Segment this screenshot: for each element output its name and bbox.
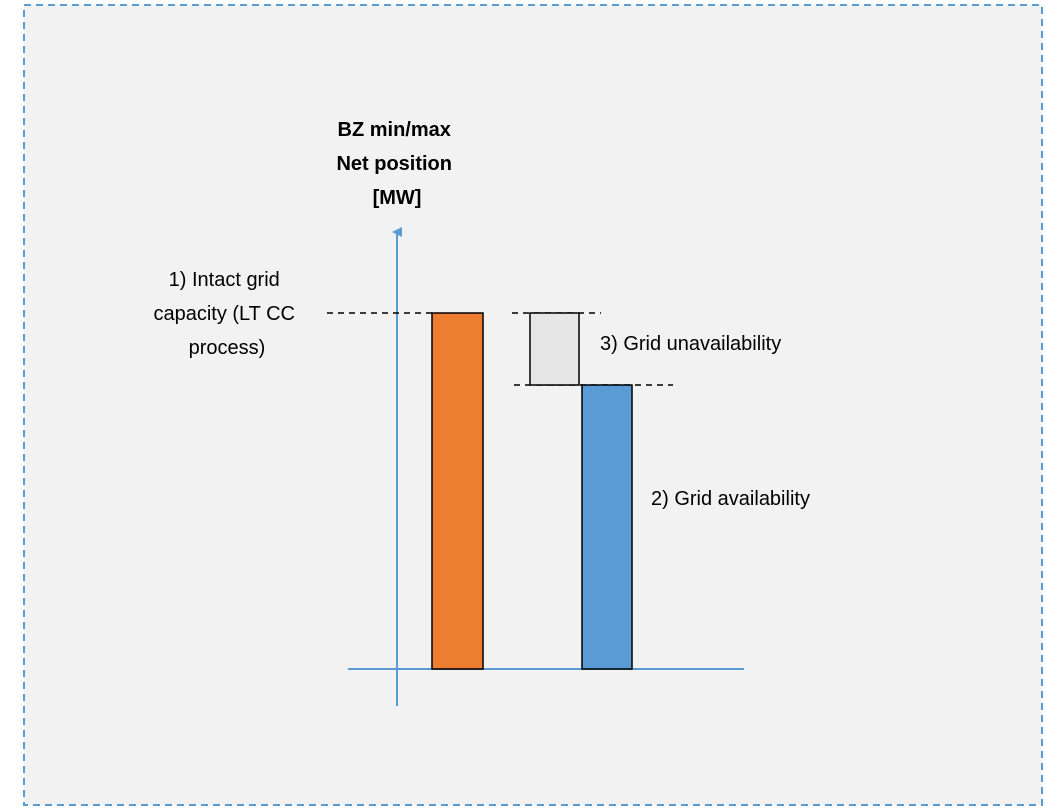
y-axis-title-line-2: Net position <box>336 153 452 175</box>
intact-grid-capacity-label: 1) Intact grid capacity (LT CC process) <box>153 269 300 359</box>
grid-availability-bar <box>581 384 633 670</box>
y-axis-title-line-3: [MW] <box>373 187 422 209</box>
intact-label-line-1: 1) Intact grid <box>169 269 280 291</box>
intact-label-line-2: capacity (LT CC <box>153 303 295 325</box>
grid-unavailability-label: 3) Grid unavailability <box>600 333 781 355</box>
grid-availability-label: 2) Grid availability <box>651 488 810 510</box>
intact-label-line-3: process) <box>189 337 266 359</box>
intact-grid-capacity-bar <box>431 312 484 670</box>
y-axis-title: BZ min/max Net position [MW] <box>336 119 457 209</box>
y-axis-title-line-1: BZ min/max <box>338 119 451 141</box>
diagram-frame <box>23 4 1043 806</box>
grid-unavailability-box <box>529 312 580 386</box>
